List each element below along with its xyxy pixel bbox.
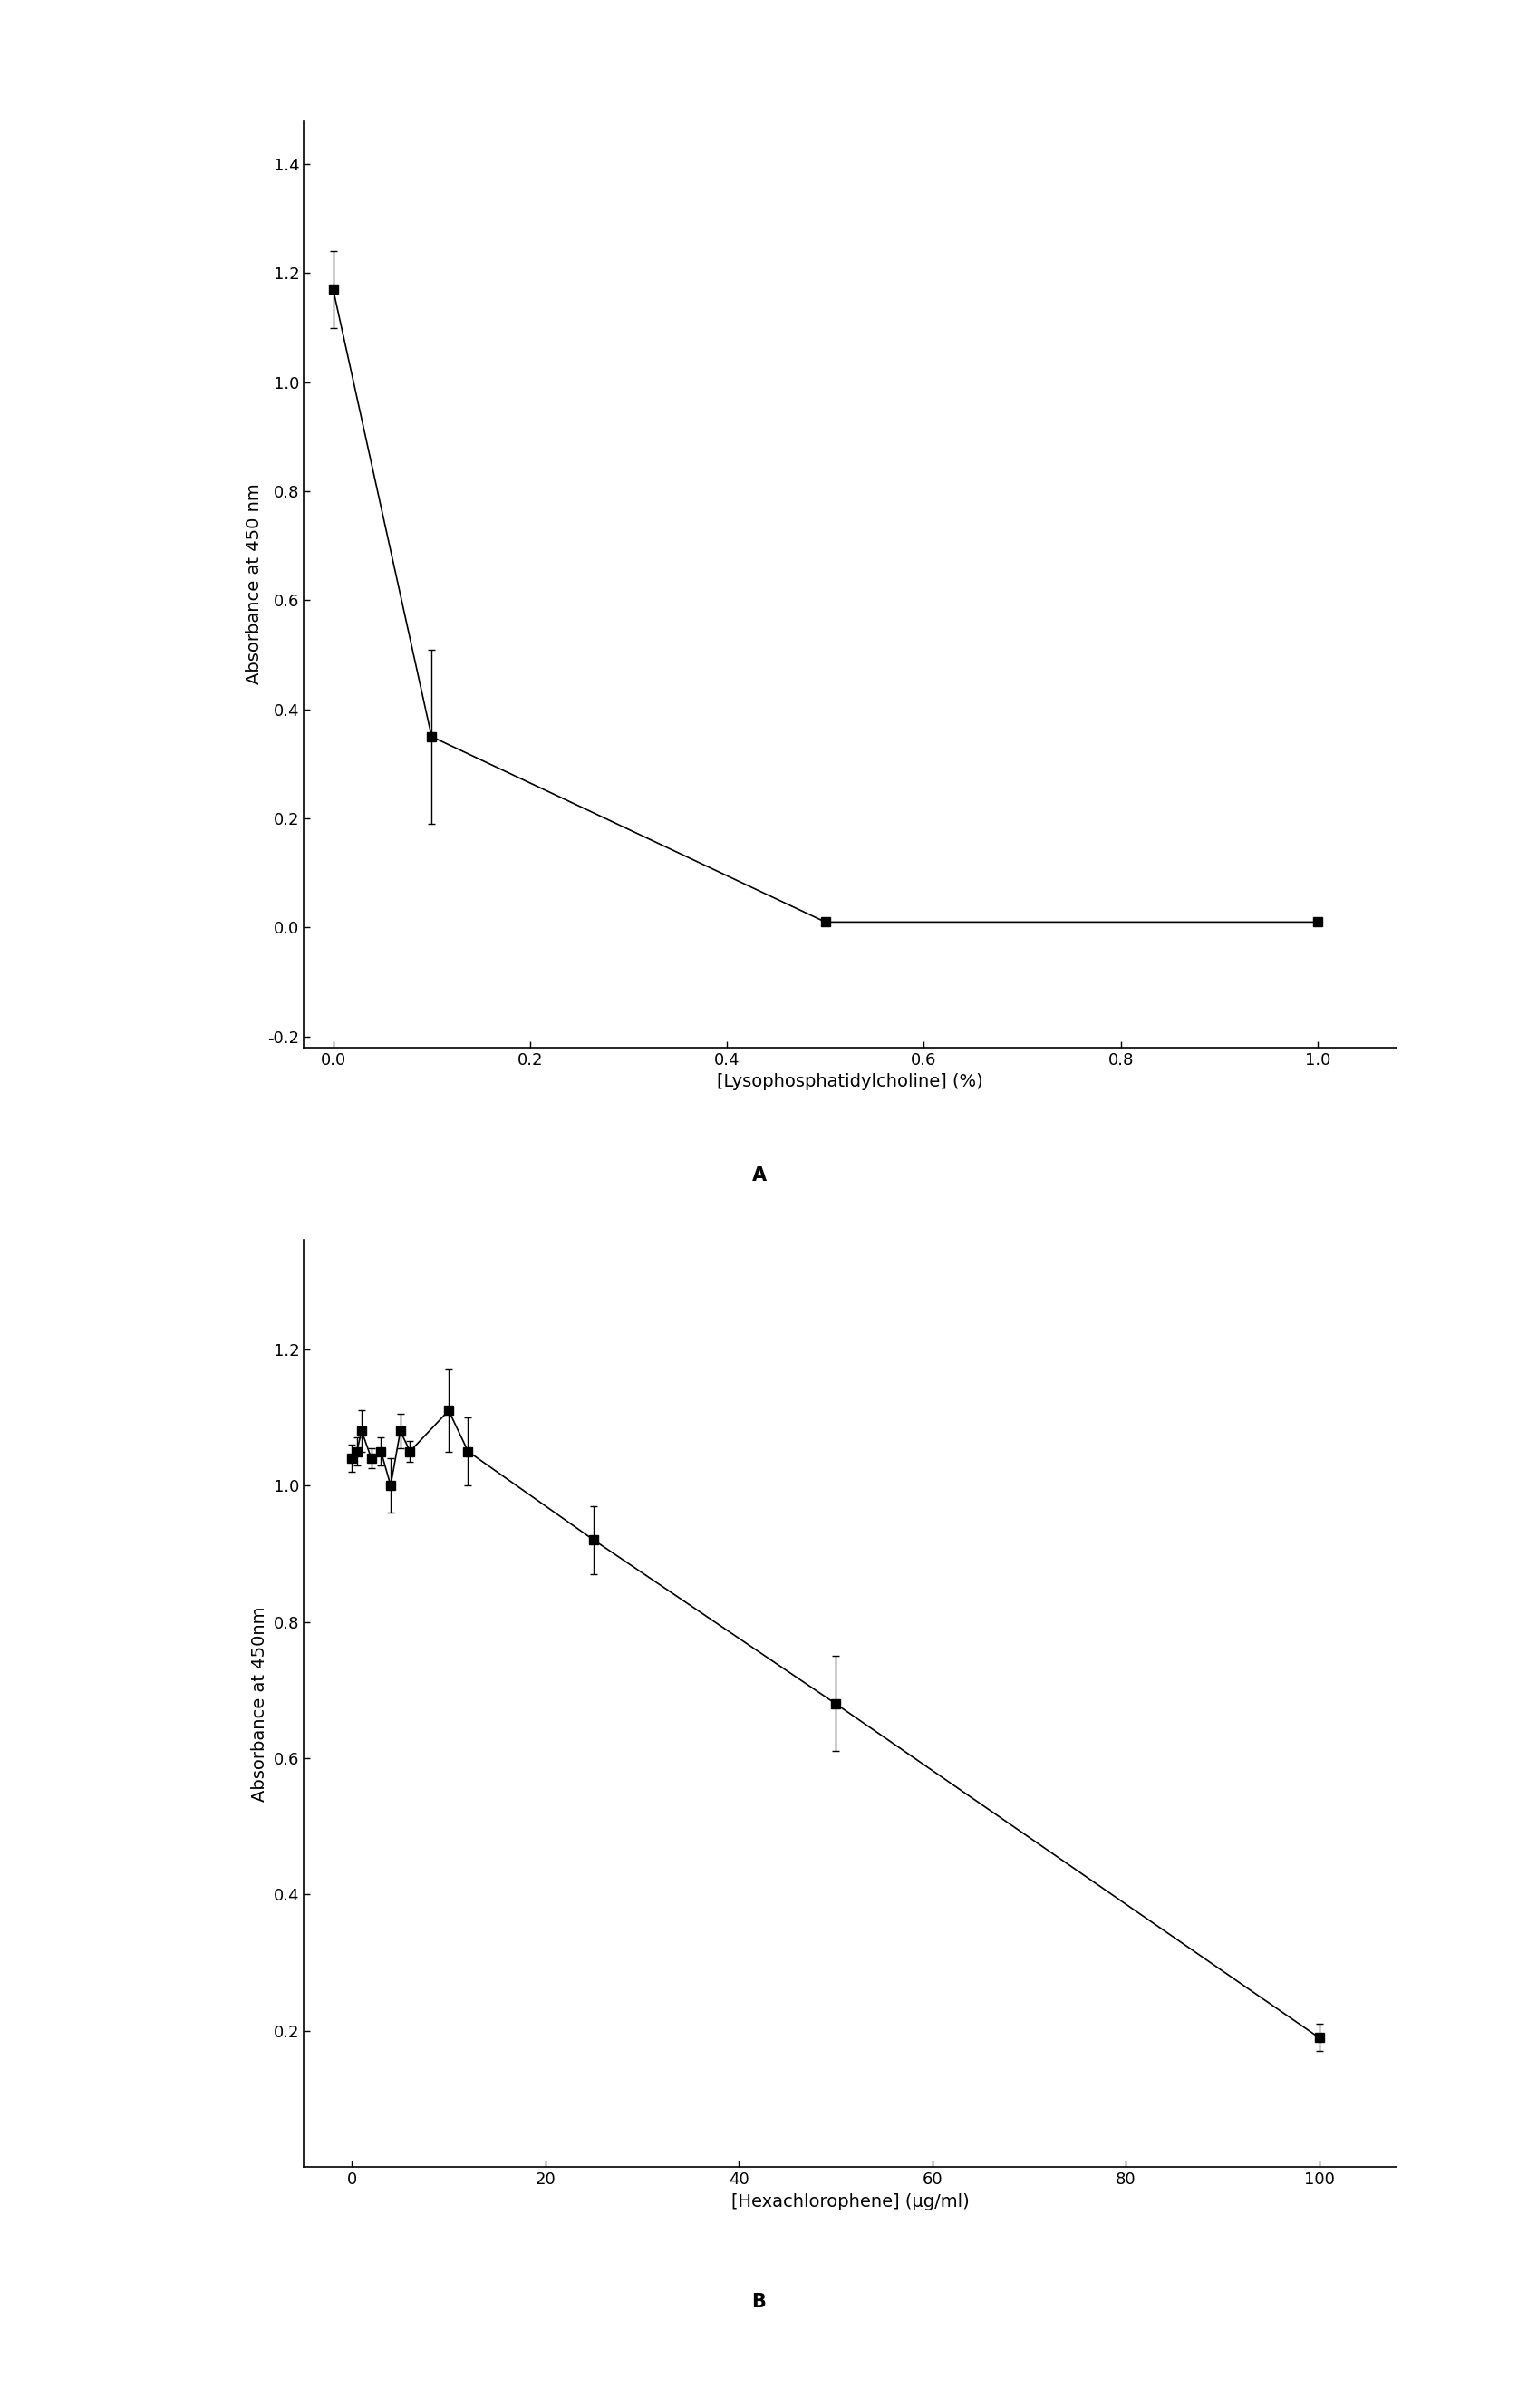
Text: B: B [751, 2292, 767, 2312]
Y-axis label: Absorbance at 450 nm: Absorbance at 450 nm [246, 484, 263, 684]
X-axis label: [Lysophosphatidylcholine] (%): [Lysophosphatidylcholine] (%) [716, 1074, 984, 1091]
X-axis label: [Hexachlorophene] (μg/ml): [Hexachlorophene] (μg/ml) [732, 2194, 968, 2211]
Text: A: A [751, 1165, 767, 1185]
Y-axis label: Absorbance at 450nm: Absorbance at 450nm [250, 1606, 269, 1801]
